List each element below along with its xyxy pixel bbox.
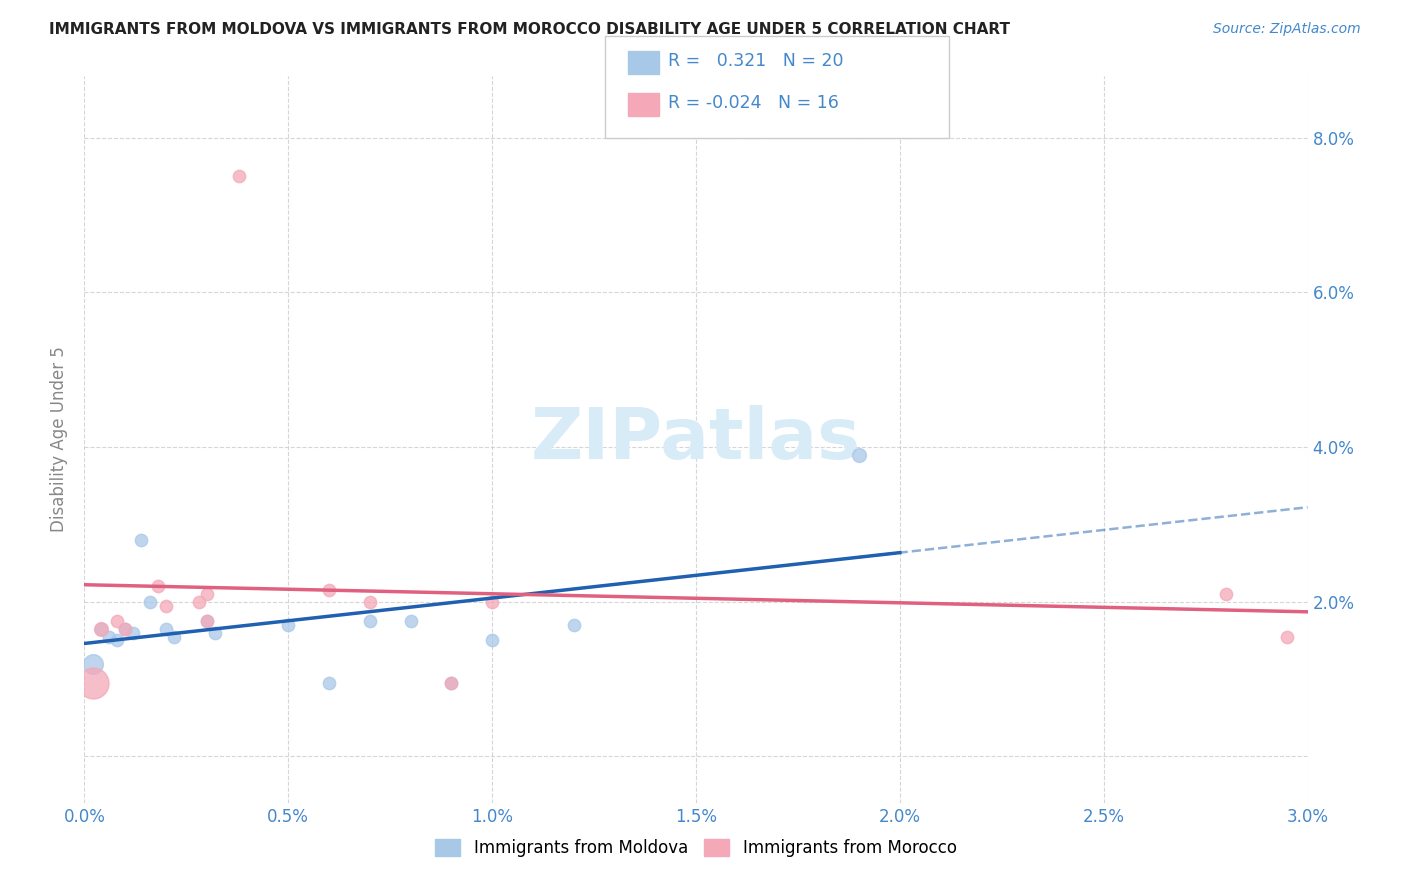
Y-axis label: Disability Age Under 5: Disability Age Under 5 xyxy=(51,346,69,533)
Point xyxy=(105,614,128,628)
Text: R =   0.321   N = 20: R = 0.321 N = 20 xyxy=(668,52,844,70)
Point xyxy=(155,599,177,613)
Point xyxy=(138,595,160,609)
Text: IMMIGRANTS FROM MOLDOVA VS IMMIGRANTS FROM MOROCCO DISABILITY AGE UNDER 5 CORREL: IMMIGRANTS FROM MOLDOVA VS IMMIGRANTS FR… xyxy=(49,22,1010,37)
Point xyxy=(146,579,169,593)
Legend: Immigrants from Moldova, Immigrants from Morocco: Immigrants from Moldova, Immigrants from… xyxy=(429,832,963,863)
Point xyxy=(359,614,381,628)
Text: ZIPatlas: ZIPatlas xyxy=(531,405,860,474)
Point xyxy=(195,614,218,628)
Text: R = -0.024   N = 16: R = -0.024 N = 16 xyxy=(668,94,839,112)
Point xyxy=(114,622,136,636)
Point xyxy=(90,622,112,636)
Point xyxy=(481,633,503,648)
Point xyxy=(277,618,299,632)
Point xyxy=(440,676,463,690)
Point xyxy=(155,622,177,636)
Point xyxy=(1277,630,1299,644)
Point xyxy=(114,622,136,636)
Point xyxy=(131,533,153,547)
Point xyxy=(90,622,112,636)
Point xyxy=(82,657,104,671)
Text: Source: ZipAtlas.com: Source: ZipAtlas.com xyxy=(1213,22,1361,37)
Point xyxy=(82,676,104,690)
Point xyxy=(163,630,186,644)
Point xyxy=(481,595,503,609)
Point xyxy=(195,614,218,628)
Point xyxy=(195,587,218,601)
Point xyxy=(1215,587,1237,601)
Point xyxy=(204,625,226,640)
Point xyxy=(399,614,422,628)
Point xyxy=(97,630,120,644)
Point xyxy=(105,633,128,648)
Point xyxy=(318,676,340,690)
Point xyxy=(228,169,250,184)
Point xyxy=(359,595,381,609)
Point xyxy=(562,618,585,632)
Point xyxy=(122,625,145,640)
Point xyxy=(187,595,209,609)
Point xyxy=(318,583,340,598)
Point xyxy=(848,448,870,462)
Point xyxy=(440,676,463,690)
